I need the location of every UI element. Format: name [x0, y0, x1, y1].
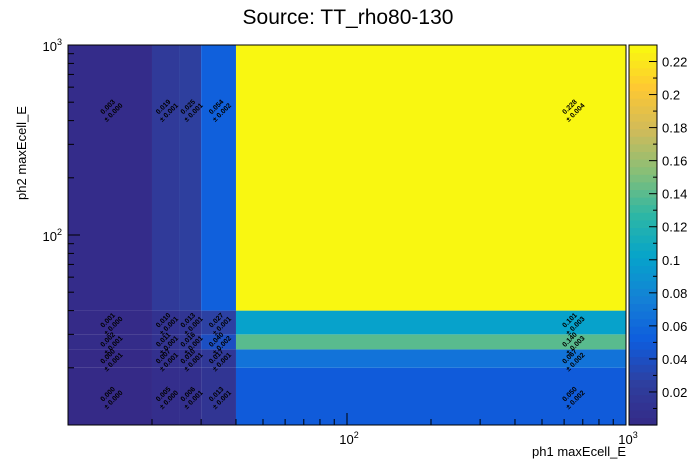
y-axis-ticks: 102 103	[43, 37, 80, 426]
colorbar-segment	[629, 83, 657, 92]
heatmap-cell	[201, 310, 236, 335]
colorbar-segment	[629, 204, 657, 213]
heatmap-cell	[235, 334, 626, 350]
y-axis-label: ph2 maxEcell_E	[14, 106, 29, 200]
colorbar-tick-label: 0.08	[662, 286, 687, 301]
colorbar-tick-label: 0.1	[662, 253, 680, 268]
colorbar-segment	[629, 303, 657, 312]
heatmap-cell	[68, 45, 152, 311]
colorbar-segment	[629, 67, 657, 76]
colorbar-segment	[629, 75, 657, 84]
colorbar-segment	[629, 326, 657, 335]
colorbar-frame	[628, 44, 658, 426]
colorbar-segment	[629, 60, 657, 69]
x-tick-label: 103	[618, 430, 637, 447]
y-tick-label: 103	[43, 37, 62, 54]
colorbar-segment	[629, 235, 657, 244]
x-axis-label: ph1 maxEcell_E	[532, 444, 626, 459]
colorbar-segment	[629, 151, 657, 160]
colorbar-segment	[629, 212, 657, 221]
heatmap-cell	[235, 367, 626, 425]
colorbar-segment	[629, 242, 657, 251]
colorbar-segment	[629, 379, 657, 388]
colorbar-segment	[629, 417, 657, 426]
colorbar-segment	[629, 45, 657, 54]
colorbar-segment	[629, 113, 657, 122]
colorbar-segment	[629, 364, 657, 373]
colorbar-segment	[629, 333, 657, 342]
colorbar-segment	[629, 280, 657, 289]
heatmap-cell	[179, 45, 202, 311]
colorbar-segment	[629, 371, 657, 380]
colorbar-segment	[629, 227, 657, 236]
colorbar-tick-label: 0.2	[662, 88, 680, 103]
colorbar-segment	[629, 349, 657, 358]
heatmap-cell	[235, 349, 626, 368]
colorbar-segment	[629, 273, 657, 282]
colorbar-segment	[629, 250, 657, 259]
colorbar-segment	[629, 174, 657, 183]
heatmap-cell	[201, 349, 236, 368]
heatmap-cell	[235, 45, 626, 311]
colorbar-segment	[629, 402, 657, 411]
colorbar-segment	[629, 136, 657, 145]
heatmap-cell	[235, 310, 626, 335]
colorbar-segment	[629, 181, 657, 190]
colorbar-segment	[629, 166, 657, 175]
x-axis-ticks: 102 103	[67, 413, 638, 447]
colorbar-tick-label: 0.16	[662, 154, 687, 169]
heatmap-cell	[151, 45, 180, 311]
colorbar-segment	[629, 356, 657, 365]
colorbar-segment	[629, 409, 657, 418]
colorbar-tick-label: 0.12	[662, 220, 687, 235]
colorbar-segment	[629, 394, 657, 403]
colorbar-segment	[629, 90, 657, 99]
colorbar-tick-label: 0.04	[662, 352, 687, 367]
heatmap-cell	[68, 334, 152, 350]
heatmap-cell	[179, 349, 202, 368]
colorbar-tick-label: 0.18	[662, 121, 687, 136]
colorbar-segment	[629, 257, 657, 266]
heatmap-cell	[201, 367, 236, 425]
colorbar-segment	[629, 295, 657, 304]
colorbar-segment	[629, 341, 657, 350]
heatmap-cell	[151, 334, 180, 350]
heatmap-cells	[68, 45, 626, 425]
colorbar-segment	[629, 311, 657, 320]
colorbar-segment	[629, 128, 657, 137]
heatmap-cell	[68, 367, 152, 425]
x-tick-label: 102	[339, 430, 358, 447]
colorbar-segment	[629, 98, 657, 107]
colorbar-segment	[629, 288, 657, 297]
colorbar-segment	[629, 265, 657, 274]
colorbar-segment	[629, 219, 657, 228]
colorbar-segment	[629, 387, 657, 396]
heatmap-cell	[151, 367, 180, 425]
colorbar-segment	[629, 121, 657, 130]
heatmap-cell	[68, 349, 152, 368]
heatmap-cell	[179, 367, 202, 425]
heatmap-cell	[201, 334, 236, 350]
colorbar-segment	[629, 143, 657, 152]
colorbar-tick-label: 0.02	[662, 385, 687, 400]
colorbar-tick-label: 0.06	[662, 319, 687, 334]
colorbar-segment	[629, 189, 657, 198]
heatmap-cell	[151, 310, 180, 335]
chart-title: Source: TT_rho80-130	[243, 6, 454, 29]
heatmap-cell	[201, 45, 236, 311]
colorbar-segment	[629, 159, 657, 168]
colorbar-segment	[629, 318, 657, 327]
heatmap-cell	[179, 334, 202, 350]
heatmap-cell	[179, 310, 202, 335]
heatmap-cell	[68, 310, 152, 335]
colorbar-segment	[629, 105, 657, 114]
colorbar-tick-label: 0.22	[662, 55, 687, 70]
colorbar-segment	[629, 197, 657, 206]
colorbar-segment	[629, 52, 657, 61]
y-tick-label: 102	[43, 227, 62, 244]
colorbar-tick-label: 0.14	[662, 187, 687, 202]
colorbar: 0.02 0.04 0.06 0.08 0.1 0.12 0.14 0.16 0.18 0.2 0.…	[628, 44, 687, 426]
heatmap-cell	[151, 349, 180, 368]
